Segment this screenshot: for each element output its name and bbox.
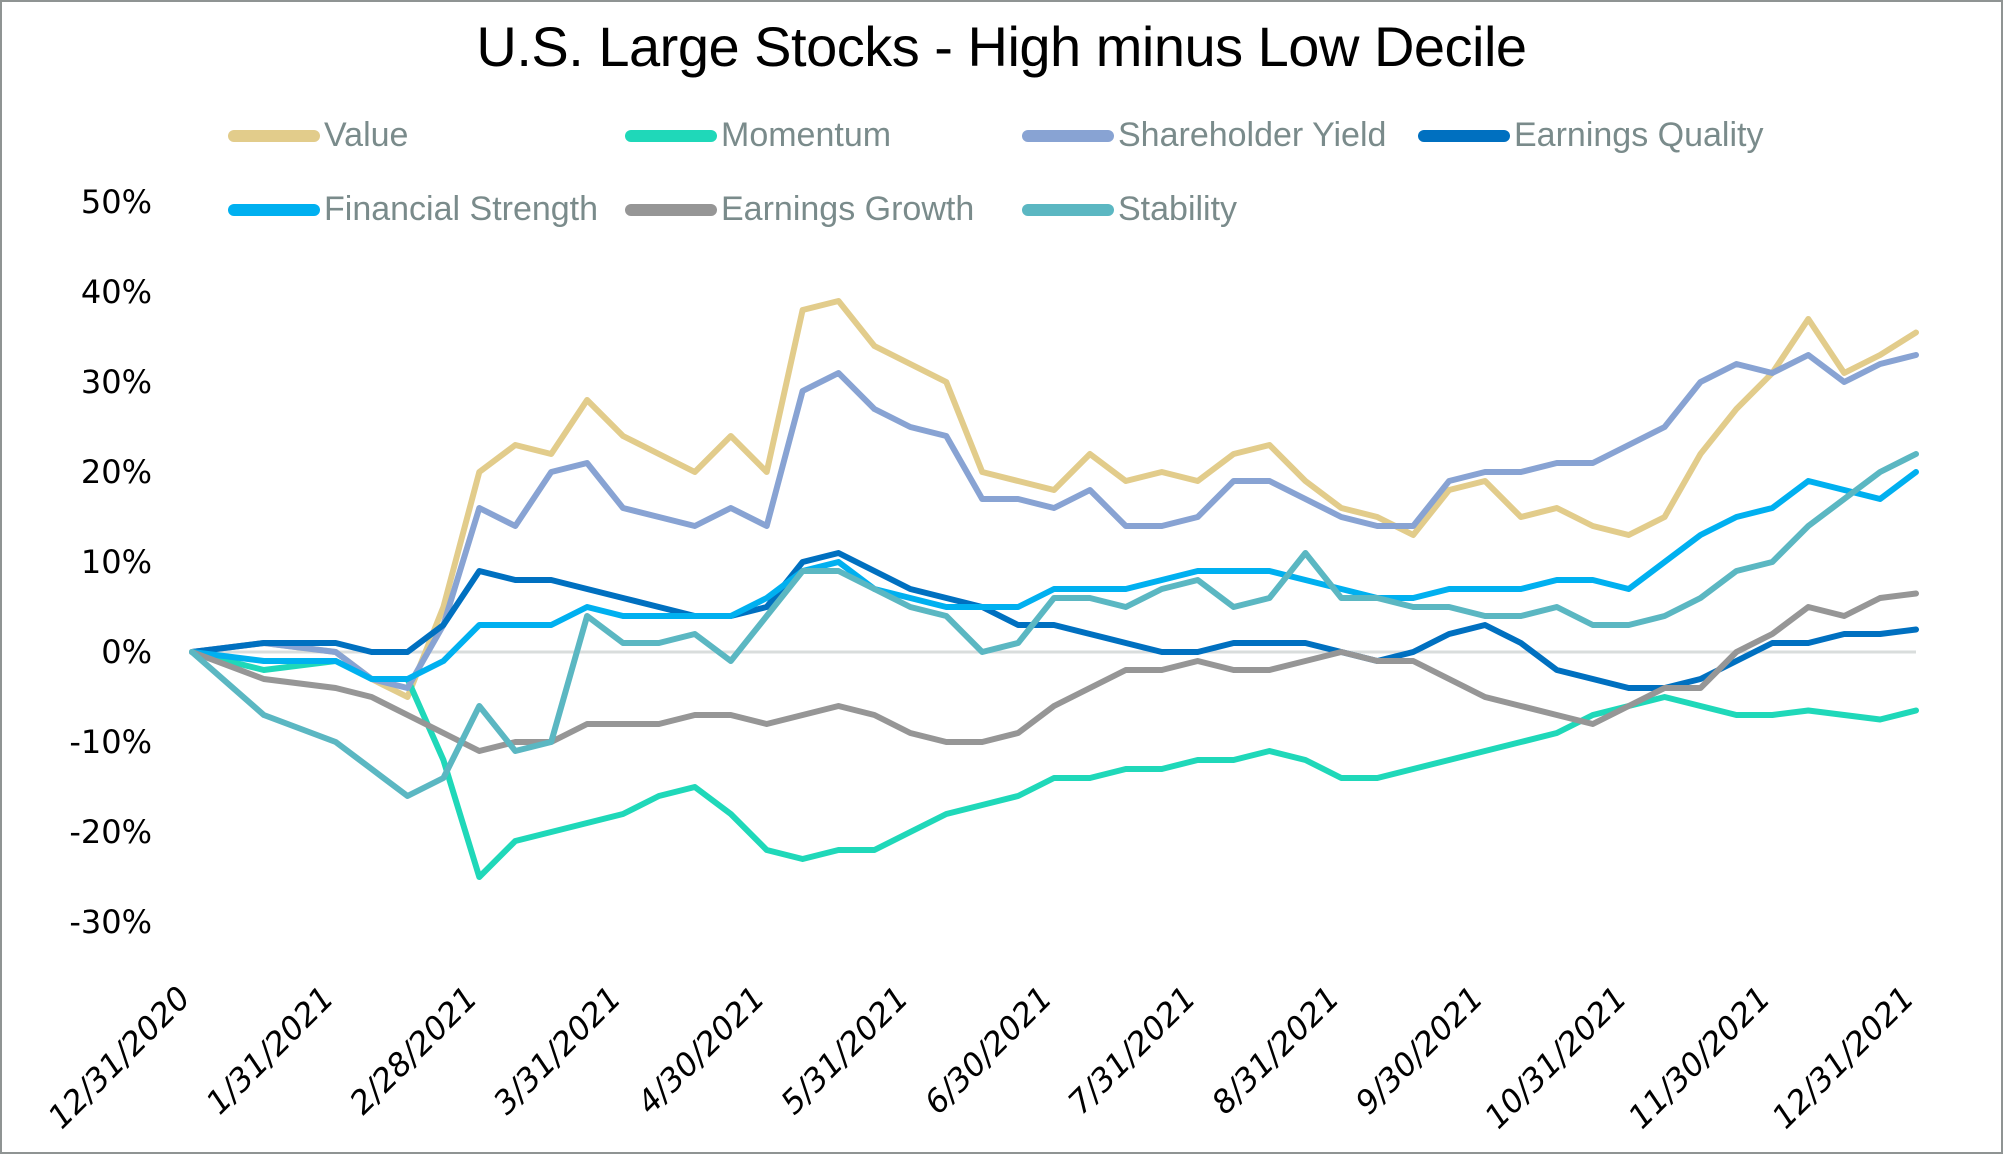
- x-tick-label: 11/30/2021: [1621, 979, 1778, 1136]
- legend-label: Financial Strength: [324, 190, 599, 228]
- series-line-financial-strength: [189, 469, 1919, 682]
- legend-item: Momentum: [625, 116, 891, 155]
- y-tick-label: -30%: [69, 903, 152, 941]
- legend-swatch: [1418, 129, 1510, 142]
- legend-label: Stability: [1118, 190, 1238, 228]
- legend-swatch: [625, 203, 717, 216]
- legend-swatch: [228, 203, 320, 216]
- x-tick-label: 3/31/2021: [486, 979, 629, 1122]
- x-tick-label: 9/30/2021: [1348, 979, 1491, 1122]
- legend-item: Financial Strength: [228, 190, 598, 229]
- x-tick-label: 8/31/2021: [1204, 979, 1347, 1122]
- y-tick-label: 20%: [81, 453, 152, 491]
- x-tick-label: 6/30/2021: [917, 979, 1060, 1122]
- legend-label: Shareholder Yield: [1118, 116, 1387, 154]
- x-tick-label: 2/28/2021: [342, 979, 485, 1122]
- y-tick-label: -20%: [69, 813, 152, 851]
- legend-swatch: [1022, 203, 1114, 216]
- legend-label: Earnings Quality: [1514, 116, 1764, 154]
- x-tick-label: 10/31/2021: [1477, 979, 1634, 1136]
- series-line-stability: [189, 451, 1919, 799]
- x-tick-label: 12/31/2021: [1764, 979, 1921, 1136]
- legend-label: Earnings Growth: [721, 190, 975, 228]
- y-tick-label: 50%: [81, 183, 152, 221]
- series-line-shareholder-yield: [189, 352, 1919, 691]
- series-line-value: [189, 298, 1919, 700]
- y-tick-label: -10%: [69, 723, 152, 761]
- y-tick-label: 40%: [81, 273, 152, 311]
- legend-item: Shareholder Yield: [1022, 116, 1386, 155]
- legend-swatch: [1022, 129, 1114, 142]
- x-tick-label: 7/31/2021: [1060, 979, 1203, 1122]
- y-tick-label: 30%: [81, 363, 152, 401]
- legend-swatch: [625, 129, 717, 142]
- x-tick-label: 5/31/2021: [773, 979, 916, 1122]
- legend-item: Stability: [1022, 190, 1237, 229]
- legend-label: Momentum: [721, 116, 892, 154]
- y-tick-label: 10%: [81, 543, 152, 581]
- legend-item: Value: [228, 116, 408, 155]
- legend-swatch: [228, 129, 320, 142]
- legend-item: Earnings Growth: [625, 190, 974, 229]
- y-tick-label: 0%: [101, 633, 152, 671]
- x-tick-label: 4/30/2021: [629, 979, 772, 1122]
- x-tick-label: 12/31/2020: [40, 979, 197, 1136]
- series-line-earnings-quality: [189, 550, 1919, 691]
- legend-label: Value: [324, 116, 409, 154]
- chart-title: U.S. Large Stocks - High minus Low Decil…: [476, 15, 1527, 78]
- legend-item: Earnings Quality: [1418, 116, 1763, 155]
- x-tick-label: 1/31/2021: [198, 979, 341, 1122]
